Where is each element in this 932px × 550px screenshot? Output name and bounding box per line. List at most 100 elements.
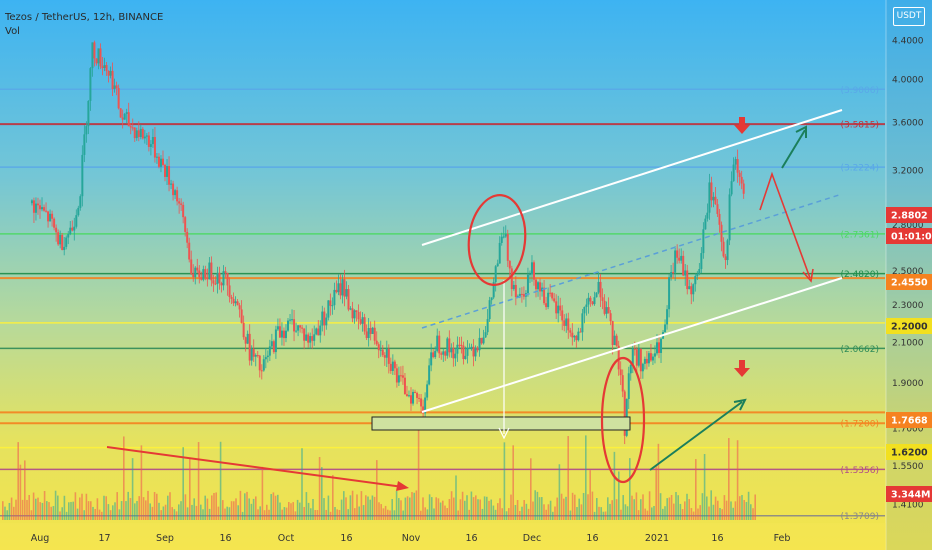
candle-body: [274, 329, 277, 353]
volume-bar: [395, 491, 398, 520]
volume-bar: [369, 499, 371, 520]
volume-bar: [266, 504, 268, 520]
volume-trend-arrow-head: [396, 481, 409, 491]
candle-body: [466, 348, 469, 356]
level-label: (2.4820): [840, 270, 879, 280]
volume-bar: [675, 492, 677, 520]
candle-body: [333, 289, 336, 306]
volume-bar: [228, 507, 231, 520]
volume-bar: [571, 492, 574, 520]
volume-bar: [565, 496, 567, 520]
x-tick-label: 16: [219, 533, 231, 544]
volume-bar: [514, 505, 517, 520]
candle-body: [30, 200, 33, 204]
candle-body: [724, 256, 727, 261]
volume-bar: [714, 496, 717, 520]
volume-bar: [310, 508, 312, 520]
y-tick-label: 1.9000: [892, 379, 924, 389]
candle-body: [331, 305, 334, 307]
candle-body: [569, 330, 572, 333]
candle-body: [258, 355, 261, 371]
currency-button[interactable]: USDT: [893, 7, 925, 26]
volume-bar: [270, 494, 272, 520]
x-tick-label: Aug: [31, 533, 50, 544]
candle-body: [740, 176, 743, 184]
candle-body: [478, 337, 481, 351]
candle-body: [498, 242, 501, 264]
volume-bar: [283, 507, 286, 520]
volume-bar: [68, 502, 70, 520]
candle-body: [45, 210, 48, 212]
y-tick-label: 1.7000: [892, 424, 924, 434]
volume-bar: [149, 503, 151, 520]
volume-bar: [65, 511, 68, 520]
candle-body: [426, 384, 429, 398]
candle-body: [113, 85, 116, 89]
candle-body: [530, 262, 533, 275]
volume-bar: [263, 510, 266, 520]
candle-body: [280, 330, 283, 338]
volume-bar: [356, 494, 358, 520]
candle-body: [172, 183, 175, 196]
candle-body: [742, 183, 745, 194]
volume-bar: [629, 458, 631, 520]
volume-bar: [602, 511, 605, 520]
volume-bar: [15, 499, 17, 520]
volume-bar: [560, 493, 563, 520]
volume-bar: [422, 497, 424, 520]
candle-body: [246, 333, 249, 344]
volume-bar: [470, 491, 473, 520]
volume-bar: [468, 509, 470, 520]
volume-bar: [54, 490, 57, 520]
volume-bar: [424, 507, 426, 520]
candle-body: [105, 65, 108, 71]
volume-bar: [35, 498, 37, 520]
volume-bar: [70, 501, 72, 520]
candle-body: [153, 136, 156, 158]
volume-bar: [39, 502, 41, 520]
volume-bar: [743, 499, 745, 520]
volume-bar: [24, 460, 26, 520]
volume-bar: [338, 509, 341, 520]
candle-body: [482, 337, 485, 344]
candle-body: [159, 158, 162, 167]
volume-bar: [697, 508, 699, 520]
candle-body: [139, 128, 142, 137]
volume-bar: [411, 492, 413, 520]
candle-body: [658, 342, 661, 353]
volume-bar: [437, 498, 440, 520]
volume-bar: [371, 495, 374, 520]
candle-body: [641, 363, 644, 372]
volume-bar: [32, 492, 35, 520]
volume-bar: [37, 497, 39, 520]
volume-bar: [248, 498, 250, 520]
candle-body: [474, 347, 477, 357]
candle-body: [684, 270, 687, 276]
candle-body: [71, 227, 74, 231]
candle-body: [210, 262, 213, 281]
volume-bar: [107, 504, 110, 520]
y-tick-label: 2.1000: [892, 338, 924, 348]
volume-bar: [274, 495, 277, 520]
candle-body: [613, 335, 616, 346]
volume-bar: [519, 510, 521, 520]
volume-bar: [642, 494, 644, 520]
volume-bar: [288, 502, 290, 520]
x-tick-label: 2021: [645, 533, 669, 544]
volume-bar: [615, 499, 618, 520]
candle-body: [575, 335, 578, 341]
volume-bar: [48, 502, 50, 520]
candle-body: [32, 200, 35, 213]
candle-body: [639, 348, 642, 372]
candle-body: [714, 196, 717, 205]
candle-body: [129, 126, 132, 128]
volume-bar: [285, 507, 288, 520]
candle-body: [365, 331, 368, 338]
volume-bar: [85, 493, 88, 520]
volume-bar: [688, 499, 690, 520]
candle-body: [293, 319, 296, 332]
volume-bar: [72, 501, 74, 520]
volume-bar: [230, 501, 233, 520]
volume-bar: [362, 505, 365, 520]
